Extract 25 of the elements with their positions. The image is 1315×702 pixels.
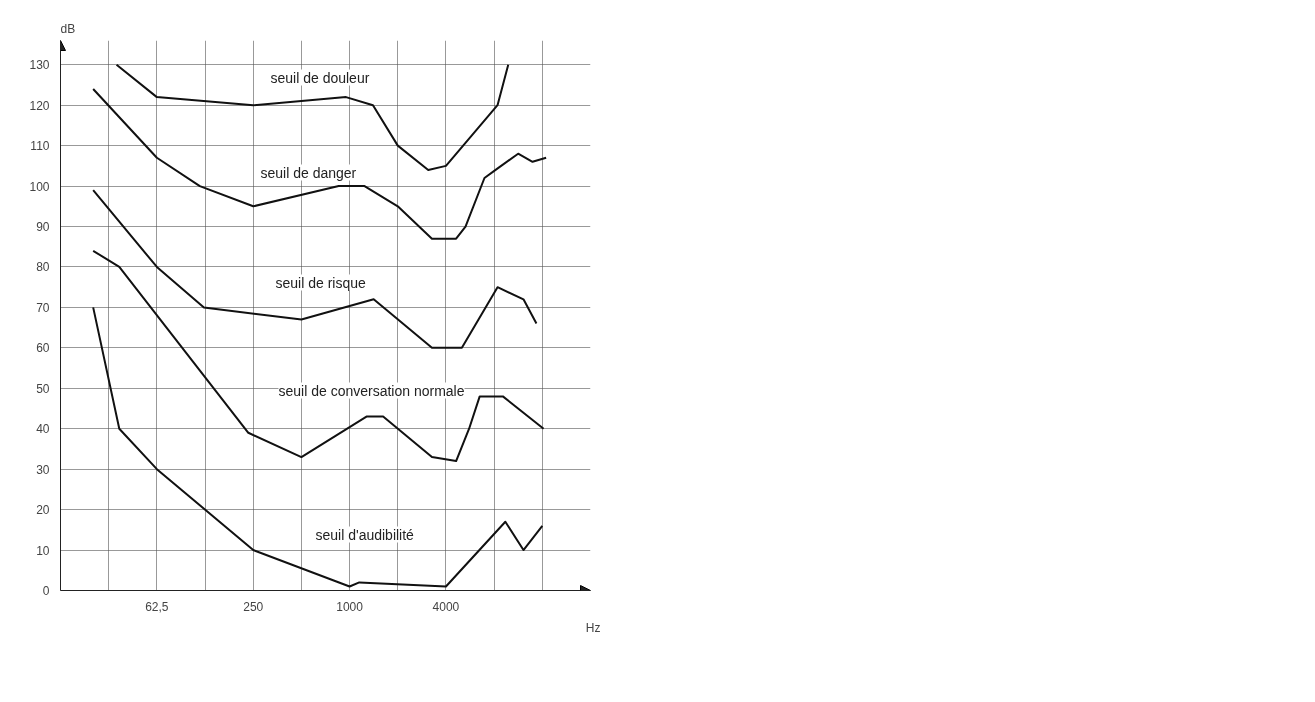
series-label: seuil de douleur bbox=[270, 69, 370, 86]
x-tick-label: 1000 bbox=[336, 599, 364, 614]
y-tick-label: 110 bbox=[30, 139, 50, 154]
y-axis-title: dB bbox=[60, 21, 76, 36]
y-tick-label: 130 bbox=[29, 58, 50, 73]
y-tick-label: 20 bbox=[36, 503, 50, 518]
y-tick-label: 90 bbox=[36, 220, 50, 235]
y-tick-label: 120 bbox=[29, 98, 50, 113]
y-tick-label: 10 bbox=[36, 543, 50, 558]
series-label: seuil de risque bbox=[275, 274, 366, 291]
x-tick-label: 62,5 bbox=[145, 599, 169, 614]
y-tick-label: 40 bbox=[36, 422, 50, 437]
text: seuil d'audibilité bbox=[315, 526, 415, 543]
y-tick-label: 80 bbox=[36, 260, 50, 275]
y-tick-label: 70 bbox=[36, 300, 50, 315]
series-label: seuil de conversation normale bbox=[278, 382, 465, 399]
x-axis-title: Hz bbox=[585, 620, 601, 635]
y-tick-label: 30 bbox=[36, 462, 50, 477]
y-tick-label: 60 bbox=[36, 341, 50, 356]
y-tick-label: 100 bbox=[29, 179, 50, 194]
y-tick-label: 0 bbox=[42, 584, 50, 598]
series-label: seuil de danger bbox=[260, 164, 357, 181]
y-tick-label: 50 bbox=[36, 381, 50, 396]
x-tick-label: 250 bbox=[243, 599, 264, 614]
x-tick-label: 4000 bbox=[432, 599, 460, 614]
